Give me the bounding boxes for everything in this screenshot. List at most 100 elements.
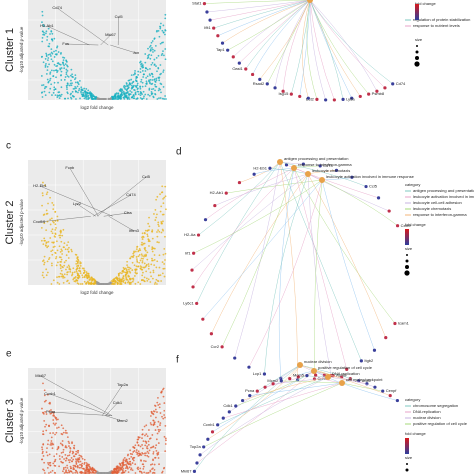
cluster-label: Cluster 1 xyxy=(4,28,16,72)
point xyxy=(150,54,153,57)
point xyxy=(156,195,159,198)
point xyxy=(49,73,52,75)
point xyxy=(42,260,44,263)
point xyxy=(88,463,90,466)
point xyxy=(129,452,132,455)
gene-label: Cd74 xyxy=(126,192,136,197)
point xyxy=(60,275,63,278)
edge xyxy=(307,173,332,376)
point xyxy=(80,90,82,93)
point xyxy=(122,469,124,472)
point xyxy=(144,255,147,257)
point xyxy=(59,234,62,237)
point xyxy=(124,267,127,270)
point xyxy=(148,229,150,231)
point xyxy=(163,248,166,250)
point xyxy=(76,265,78,268)
point xyxy=(129,278,132,281)
point xyxy=(143,276,146,279)
point xyxy=(133,275,136,277)
point xyxy=(62,275,64,278)
point xyxy=(121,270,124,273)
point xyxy=(42,430,45,433)
point xyxy=(144,61,147,64)
point xyxy=(59,236,61,239)
point xyxy=(145,433,148,435)
point xyxy=(158,225,160,227)
point xyxy=(69,470,72,472)
point xyxy=(156,283,158,285)
point xyxy=(66,454,69,457)
point xyxy=(128,457,131,460)
point xyxy=(75,463,78,465)
point xyxy=(69,74,72,77)
point xyxy=(141,238,144,240)
point xyxy=(152,271,155,274)
point xyxy=(161,228,164,231)
gene-label: Cd74 xyxy=(323,163,333,168)
gene-node xyxy=(345,367,349,371)
point xyxy=(129,267,132,270)
point xyxy=(149,415,152,417)
gene-label: Cd74 xyxy=(52,5,62,10)
x-axis-label: log2 fold change xyxy=(80,290,114,295)
point xyxy=(47,27,50,30)
edge xyxy=(210,0,311,21)
gene-node xyxy=(227,410,231,414)
point xyxy=(142,90,145,93)
point xyxy=(126,266,129,269)
gene-label: H2-Ab1 xyxy=(40,23,54,28)
gene-node xyxy=(376,196,381,200)
point xyxy=(143,266,146,269)
point xyxy=(150,63,153,66)
legend-item: nuclear division xyxy=(413,415,441,420)
point xyxy=(70,248,73,251)
gene-node xyxy=(289,92,293,96)
point xyxy=(148,449,151,452)
point xyxy=(141,254,144,257)
point xyxy=(85,271,88,273)
point xyxy=(139,259,142,262)
point xyxy=(93,469,96,472)
point xyxy=(46,443,49,446)
point xyxy=(74,253,77,256)
cluster-label: Cluster 3 xyxy=(4,399,16,443)
point xyxy=(137,281,140,284)
point xyxy=(160,205,163,208)
cluster-label: Cluster 2 xyxy=(4,200,16,244)
point xyxy=(49,443,52,446)
point xyxy=(150,49,152,52)
point xyxy=(123,271,126,274)
point xyxy=(53,86,56,89)
point xyxy=(45,54,48,56)
gene-node xyxy=(208,18,212,22)
gene-node xyxy=(358,94,362,99)
point xyxy=(124,469,127,472)
gene-label: Rsad2 xyxy=(253,81,265,86)
point xyxy=(43,213,46,216)
point xyxy=(160,221,163,223)
term-node xyxy=(311,368,317,374)
point xyxy=(161,471,163,474)
point xyxy=(65,268,67,271)
size-key xyxy=(404,270,410,276)
point xyxy=(152,51,154,53)
point xyxy=(90,283,93,285)
point xyxy=(140,459,142,462)
point xyxy=(142,257,144,260)
point xyxy=(160,91,162,94)
gene-label: Tap1 xyxy=(216,47,225,52)
point xyxy=(56,281,59,284)
point xyxy=(141,260,144,262)
point xyxy=(156,452,159,455)
edge xyxy=(299,0,311,97)
point xyxy=(43,31,45,34)
point xyxy=(146,450,149,453)
point xyxy=(61,443,64,446)
point xyxy=(77,457,79,460)
point xyxy=(58,97,61,100)
point xyxy=(51,220,54,223)
gene-node xyxy=(216,423,220,427)
point xyxy=(95,470,97,473)
point xyxy=(152,423,155,426)
